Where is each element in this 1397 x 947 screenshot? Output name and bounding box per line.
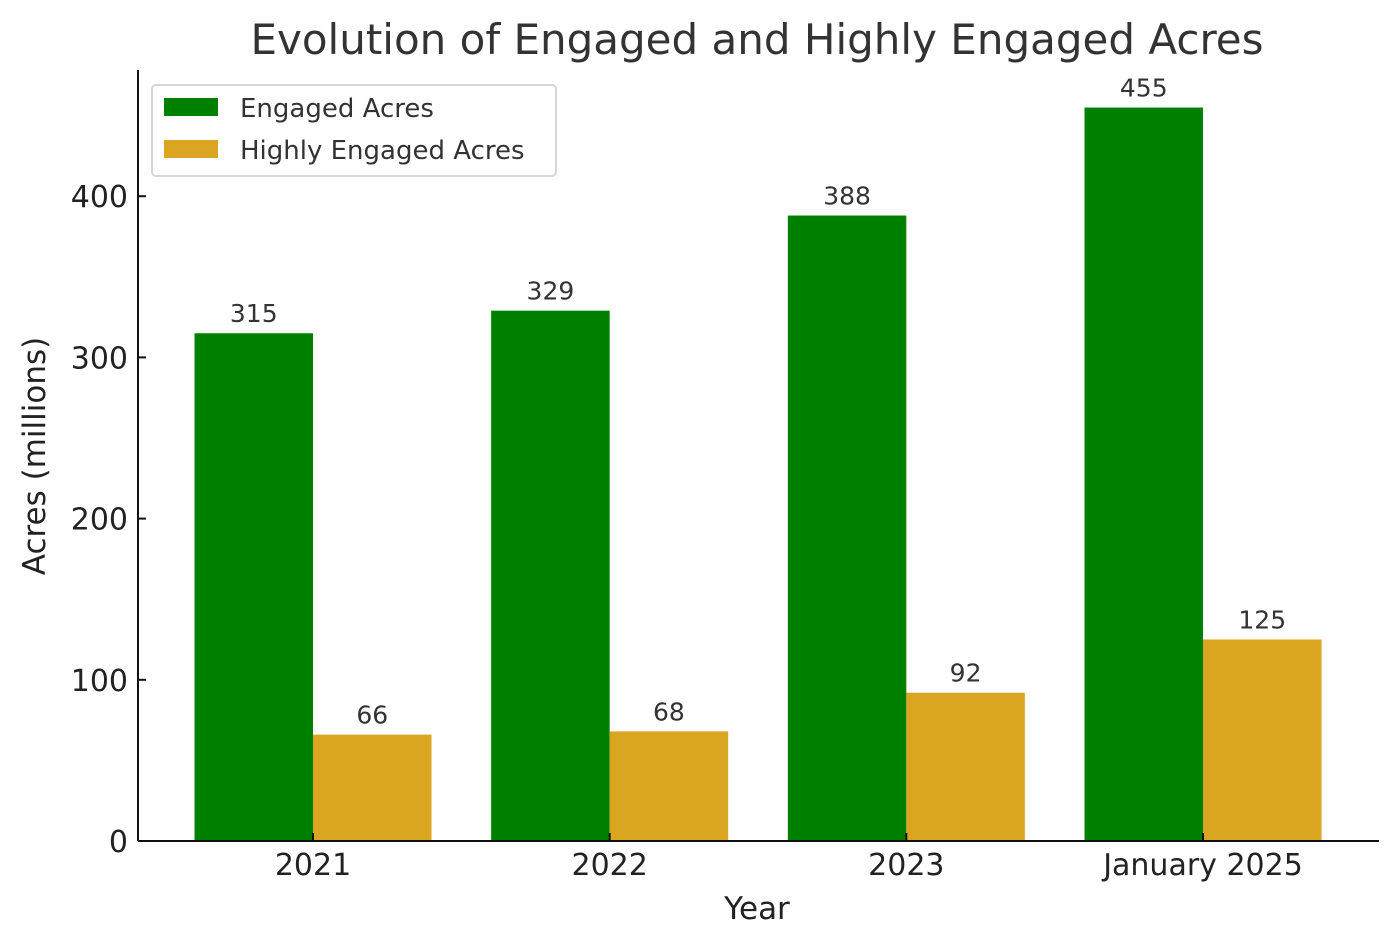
data-label-highly-engaged-acres-2021: 66: [356, 701, 388, 730]
bar-highly-engaged-acres-january-2025: [1203, 639, 1322, 841]
legend: Engaged Acres Highly Engaged Acres: [151, 84, 557, 177]
bar-highly-engaged-acres-2021: [313, 734, 432, 841]
x-tick-label-2023: 2023: [868, 848, 944, 883]
chart-title: Evolution of Engaged and Highly Engaged …: [250, 15, 1263, 64]
legend-swatch-engaged: [164, 98, 218, 116]
y-tick-label-0: 0: [109, 825, 128, 860]
data-label-engaged-acres-2021: 315: [230, 299, 278, 328]
legend-label-highly-engaged: Highly Engaged Acres: [240, 136, 525, 166]
data-label-engaged-acres-2022: 329: [527, 277, 575, 306]
y-tick-label-400: 400: [71, 180, 128, 215]
bar-highly-engaged-acres-2022: [609, 731, 729, 841]
data-label-engaged-acres-january-2025: 455: [1120, 74, 1168, 103]
bar-engaged-acres-2023: [787, 215, 907, 842]
y-tick-label-300: 300: [71, 341, 128, 376]
data-label-engaged-acres-2023: 388: [823, 182, 871, 211]
legend-swatch-highly-engaged: [164, 140, 218, 158]
legend-label-engaged: Engaged Acres: [240, 94, 434, 124]
x-ticks-group: 2021 2022 2023 January 2025: [275, 833, 1303, 883]
bar-engaged-acres-january-2025: [1084, 107, 1204, 842]
bar-engaged-acres-2022: [491, 310, 610, 841]
data-label-highly-engaged-acres-january-2025: 125: [1238, 606, 1286, 635]
x-tick-label-2022: 2022: [571, 848, 647, 883]
y-tick-label-100: 100: [71, 664, 128, 699]
data-labels-group: 315 66 329 68 388 92 455 125: [230, 74, 1286, 730]
y-tick-label-200: 200: [71, 503, 128, 538]
y-axis-label: Acres (millions): [17, 337, 53, 575]
x-axis-label: Year: [723, 891, 790, 927]
bars-group: [194, 107, 1322, 842]
bar-engaged-acres-2021: [194, 333, 313, 841]
legend-frame: [151, 84, 557, 177]
data-label-highly-engaged-acres-2023: 92: [950, 659, 982, 688]
y-ticks-group: 0 100 200 300 400: [71, 180, 146, 860]
x-tick-label-2021: 2021: [275, 848, 351, 883]
x-tick-label-january-2025: January 2025: [1101, 848, 1303, 883]
bar-highly-engaged-acres-2023: [906, 692, 1025, 841]
data-label-highly-engaged-acres-2022: 68: [653, 697, 685, 726]
